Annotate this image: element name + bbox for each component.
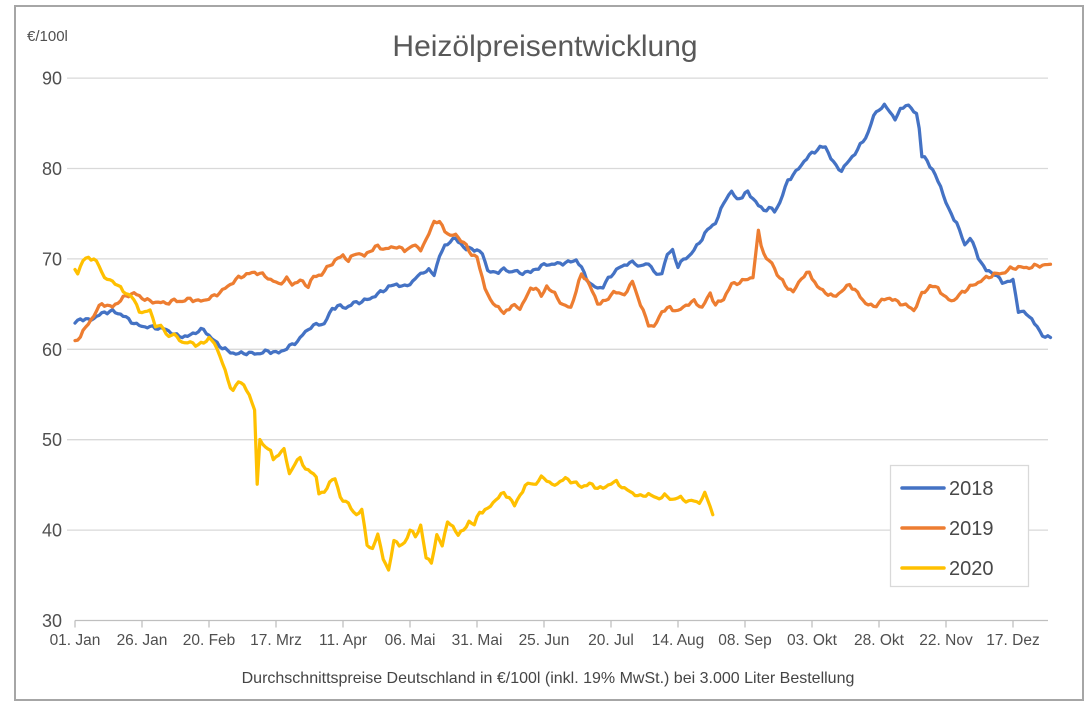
x-tick-label-11Apr: 11. Apr [319, 632, 367, 649]
x-axis [74, 619, 1048, 628]
x-tick-label-22Nov: 22. Nov [919, 632, 973, 649]
series-line-2018 [73, 102, 1053, 357]
chart-title: Heizölpreisentwicklung [392, 30, 697, 63]
x-tick-label-03Okt: 03. Okt [787, 632, 838, 649]
series-line-2019 [73, 219, 1053, 343]
gridlines [67, 77, 1048, 531]
x-axis-tick-labels: 01. Jan 26. Jan 20. Feb 17. Mrz 11. Apr 06. M… [50, 632, 1040, 649]
chart-caption: Durchschnittspreise Deutschland in €/100… [242, 670, 855, 687]
x-tick-label-17Dez: 17. Dez [986, 632, 1039, 649]
x-tick-label-20Feb: 20. Feb [183, 632, 236, 649]
x-tick-label-20Jul: 20. Jul [588, 632, 634, 649]
y-axis-unit-label: €/100l [27, 28, 68, 45]
legend-item-2020: 2020 [900, 558, 994, 580]
x-tick-label-14Aug: 14. Aug [652, 632, 705, 649]
legend-item-2018: 2018 [900, 478, 994, 500]
chart-frame-border [14, 5, 1084, 701]
series-line-2020 [73, 255, 715, 572]
x-tick-label-31Mai: 31. Mai [452, 632, 503, 649]
y-tick-label-60: 60 [42, 340, 62, 360]
y-tick-label-90: 90 [42, 69, 62, 89]
x-tick-label-08Sep: 08. Sep [718, 632, 771, 649]
y-tick-label-80: 80 [42, 159, 62, 179]
y-tick-label-70: 70 [42, 249, 62, 269]
x-tick-label-25Jun: 25. Jun [519, 632, 570, 649]
y-axis-tick-labels: 30 40 50 60 70 80 90 [42, 69, 62, 631]
x-tick-label-17Mrz: 17. Mrz [250, 632, 302, 649]
y-tick-label-40: 40 [42, 521, 62, 541]
legend: 2018 2019 2020 [889, 464, 1030, 588]
legend-label-2020: 2020 [949, 558, 994, 580]
data-series-lines [73, 102, 1053, 572]
x-tick-label-01Jan: 01. Jan [50, 632, 101, 649]
legend-label-2018: 2018 [949, 478, 994, 500]
legend-label-2019: 2019 [949, 518, 994, 540]
x-tick-label-28Okt: 28. Okt [854, 632, 905, 649]
x-tick-label-06Mai: 06. Mai [385, 632, 436, 649]
legend-item-2019: 2019 [900, 518, 994, 540]
y-tick-label-30: 30 [42, 611, 62, 631]
y-tick-label-50: 50 [42, 430, 62, 450]
x-tick-label-26Jan: 26. Jan [117, 632, 168, 649]
